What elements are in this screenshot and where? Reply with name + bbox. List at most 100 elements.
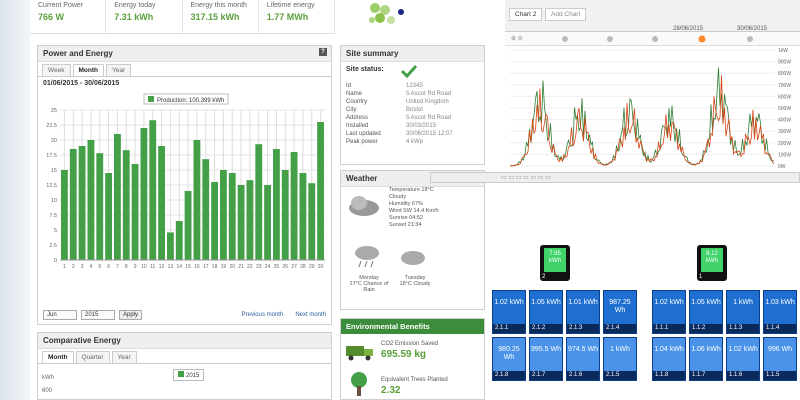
solar-module[interactable]: 1.02 kWh 1.1.6 bbox=[726, 337, 760, 381]
inverter-1[interactable]: 8.12 kWh 1 bbox=[697, 245, 727, 281]
solar-module[interactable]: 974.5 Wh 2.1.6 bbox=[566, 337, 600, 381]
module-energy: 1.05 kWh bbox=[531, 299, 561, 306]
solar-module[interactable]: 987.25 Wh 2.1.4 bbox=[603, 290, 637, 334]
previous-month-link[interactable]: Previous month bbox=[241, 312, 284, 318]
y-axis-unit: kWh bbox=[42, 375, 54, 381]
panel-title: Environmental Benefits bbox=[341, 319, 484, 334]
production-bar[interactable] bbox=[273, 149, 280, 260]
production-bar[interactable] bbox=[220, 170, 227, 260]
tab-week[interactable]: Week bbox=[42, 64, 71, 76]
x-tick-label: 11 bbox=[150, 264, 155, 270]
production-bar[interactable] bbox=[299, 173, 307, 260]
production-bar[interactable] bbox=[211, 182, 218, 260]
solar-module[interactable]: 980.25 Wh 2.1.8 bbox=[492, 337, 526, 381]
y-tick-label: 0 bbox=[54, 258, 57, 264]
production-bar[interactable] bbox=[281, 170, 289, 260]
solar-module[interactable]: 1.05 kWh 2.1.2 bbox=[529, 290, 563, 334]
trees-value: 2.32 bbox=[381, 385, 401, 396]
production-bar[interactable] bbox=[246, 180, 254, 260]
inverter-screen: 7.95 kWh bbox=[544, 248, 566, 272]
solar-module[interactable]: 1.02 kWh 1.1.1 bbox=[652, 290, 686, 334]
x-tick-label: 2 bbox=[72, 264, 75, 270]
production-bar[interactable] bbox=[264, 185, 271, 260]
toolbar-buttons[interactable]: ▭ ▭ ▭ ▭ ▭ ▭ ▭ bbox=[501, 175, 551, 181]
module-energy: 996 Wh bbox=[767, 346, 793, 353]
module-energy: 1.04 kWh bbox=[654, 346, 684, 353]
rain-icon bbox=[355, 246, 379, 268]
solar-module[interactable]: 996 Wh 1.1.5 bbox=[763, 337, 797, 381]
tab-add-chart[interactable]: Add Chart bbox=[545, 8, 587, 21]
production-bar[interactable] bbox=[175, 221, 183, 260]
apply-button[interactable]: Apply bbox=[119, 310, 143, 320]
date-from[interactable]: 28/06/2015 bbox=[673, 26, 704, 32]
tab-chart-2[interactable]: Chart 2 bbox=[509, 8, 543, 21]
inverter-value: 7.95 kWh bbox=[549, 251, 561, 264]
tab-month[interactable]: Month bbox=[72, 64, 104, 76]
summary-key: Peak power bbox=[346, 139, 378, 145]
production-bar[interactable] bbox=[290, 152, 298, 260]
production-bar[interactable] bbox=[61, 170, 68, 260]
co2-value: 695.59 kg bbox=[381, 349, 427, 360]
x-tick-label: 15 bbox=[185, 264, 191, 270]
summary-key: Address bbox=[346, 115, 369, 121]
production-bar[interactable] bbox=[255, 144, 263, 260]
production-bar[interactable] bbox=[167, 232, 174, 260]
tab-month[interactable]: Month bbox=[42, 351, 74, 363]
production-bar[interactable] bbox=[317, 122, 324, 260]
solar-module[interactable]: 1 kWh 2.1.5 bbox=[603, 337, 637, 381]
y-tick-label: 2.5 bbox=[49, 243, 57, 249]
next-month-link[interactable]: Next month bbox=[295, 312, 326, 318]
production-bar[interactable] bbox=[78, 146, 86, 260]
production-bar[interactable] bbox=[158, 146, 165, 260]
solar-module[interactable]: 1 kWh 1.1.3 bbox=[726, 290, 760, 334]
tab-year[interactable]: Year bbox=[111, 351, 137, 363]
comparative-legend: 2015 bbox=[173, 369, 205, 381]
solar-module[interactable]: 1.02 kWh 2.1.1 bbox=[492, 290, 526, 334]
production-bar[interactable] bbox=[193, 140, 201, 260]
production-bar[interactable] bbox=[237, 185, 245, 260]
production-bar[interactable] bbox=[105, 173, 112, 260]
x-tick-label: 13 bbox=[168, 264, 174, 270]
comparative-energy-panel: Comparative Energy Month Quarter Year 20… bbox=[37, 332, 332, 400]
module-id: 2.1.3 bbox=[567, 324, 599, 333]
production-bar[interactable] bbox=[149, 120, 157, 260]
production-bar[interactable] bbox=[202, 159, 210, 260]
weather-detail: Sunset 21:34 bbox=[389, 222, 422, 228]
x-tick-label: 10 bbox=[141, 264, 147, 270]
date-to[interactable]: 30/06/2015 bbox=[737, 26, 768, 32]
module-energy: 974.5 Wh bbox=[568, 346, 598, 353]
production-bar[interactable] bbox=[308, 183, 316, 260]
production-bar[interactable] bbox=[184, 191, 192, 260]
production-bar[interactable] bbox=[122, 150, 130, 260]
solar-module[interactable]: 995.5 Wh 2.1.7 bbox=[529, 337, 563, 381]
production-bar[interactable] bbox=[131, 164, 139, 260]
tab-quarter[interactable]: Quarter bbox=[75, 351, 110, 363]
production-bar[interactable] bbox=[114, 134, 121, 260]
y-tick-label: 300W bbox=[778, 129, 791, 135]
y-tick-label: 100W bbox=[778, 152, 791, 158]
help-icon[interactable]: ? bbox=[319, 48, 327, 56]
zoom-control[interactable]: ⊕ ⊖ bbox=[511, 36, 523, 42]
panel-title: Comparative Energy bbox=[38, 333, 331, 349]
x-tick-label: 20 bbox=[229, 264, 235, 270]
production-bar[interactable] bbox=[140, 128, 148, 260]
solar-module[interactable]: 1.05 kWh 1.1.2 bbox=[689, 290, 723, 334]
year-select[interactable]: 2015 bbox=[81, 310, 115, 320]
summary-key: Installed bbox=[346, 123, 369, 129]
y-tick-label: 500W bbox=[778, 106, 791, 112]
solar-module[interactable]: 1.06 kWh 1.1.7 bbox=[689, 337, 723, 381]
inverter-2[interactable]: 7.95 kWh 2 bbox=[540, 245, 570, 281]
production-bar[interactable] bbox=[228, 173, 236, 260]
tab-year[interactable]: Year bbox=[106, 64, 132, 76]
summary-value: 12345 bbox=[406, 83, 423, 89]
solar-module[interactable]: 1.03 kWh 1.1.4 bbox=[763, 290, 797, 334]
production-bar[interactable] bbox=[87, 140, 95, 260]
chart-bottom-toolbar: ▭ ▭ ▭ ▭ ▭ ▭ ▭ bbox=[430, 172, 800, 183]
month-select[interactable]: Jun bbox=[43, 310, 77, 320]
solar-module[interactable]: 1.01 kWh 2.1.3 bbox=[566, 290, 600, 334]
solar-module[interactable]: 1.04 kWh 1.1.8 bbox=[652, 337, 686, 381]
summary-row: Installed 30/03/2015 bbox=[341, 122, 484, 130]
production-bar[interactable] bbox=[96, 153, 104, 260]
site-status: Site status: bbox=[341, 62, 484, 82]
production-bar[interactable] bbox=[69, 149, 77, 260]
